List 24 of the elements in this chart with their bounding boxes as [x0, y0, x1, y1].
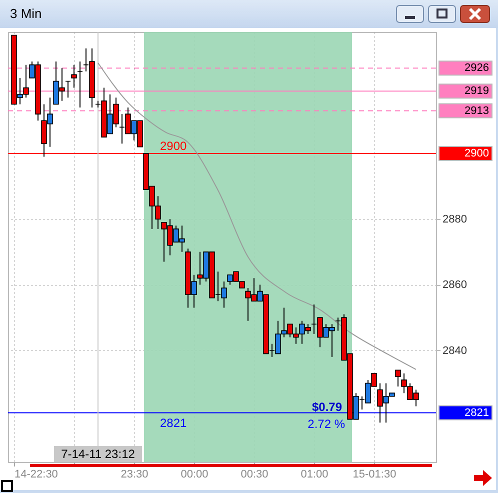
chart-title: 3 Min [10, 6, 42, 21]
x-tick-label: 15-01:30 [352, 468, 396, 480]
x-tick-label: 14-22:30 [14, 468, 58, 480]
candlestick [71, 64, 77, 88]
annotation: 2.72 % [308, 417, 345, 431]
candlestick [65, 80, 71, 98]
x-tick-label: 01:00 [300, 468, 328, 480]
ref-line-label: 2919 [464, 85, 489, 98]
x-tick-label: 00:30 [240, 468, 268, 480]
x-tick-label: 23:30 [120, 468, 148, 480]
ref-line-label: 2926 [464, 62, 489, 74]
y-tick-label: 2840 [442, 344, 467, 357]
candlestick [395, 370, 401, 388]
x-tick-label: 00:00 [180, 468, 208, 480]
text: 2821 [464, 406, 489, 419]
candlestick [77, 61, 83, 108]
ref-line-label: 2913 [464, 104, 489, 117]
ref-line-label: 7-14-11 23:12 [61, 447, 136, 461]
text: 2900 [464, 147, 489, 160]
y-tick-label: 2880 [442, 214, 467, 226]
ref-line-label: 2900 [160, 139, 187, 153]
ref-line-label: 2821 [160, 416, 187, 430]
annotation: $0.79 [312, 400, 342, 414]
y-tick-label: 2860 [442, 279, 467, 292]
